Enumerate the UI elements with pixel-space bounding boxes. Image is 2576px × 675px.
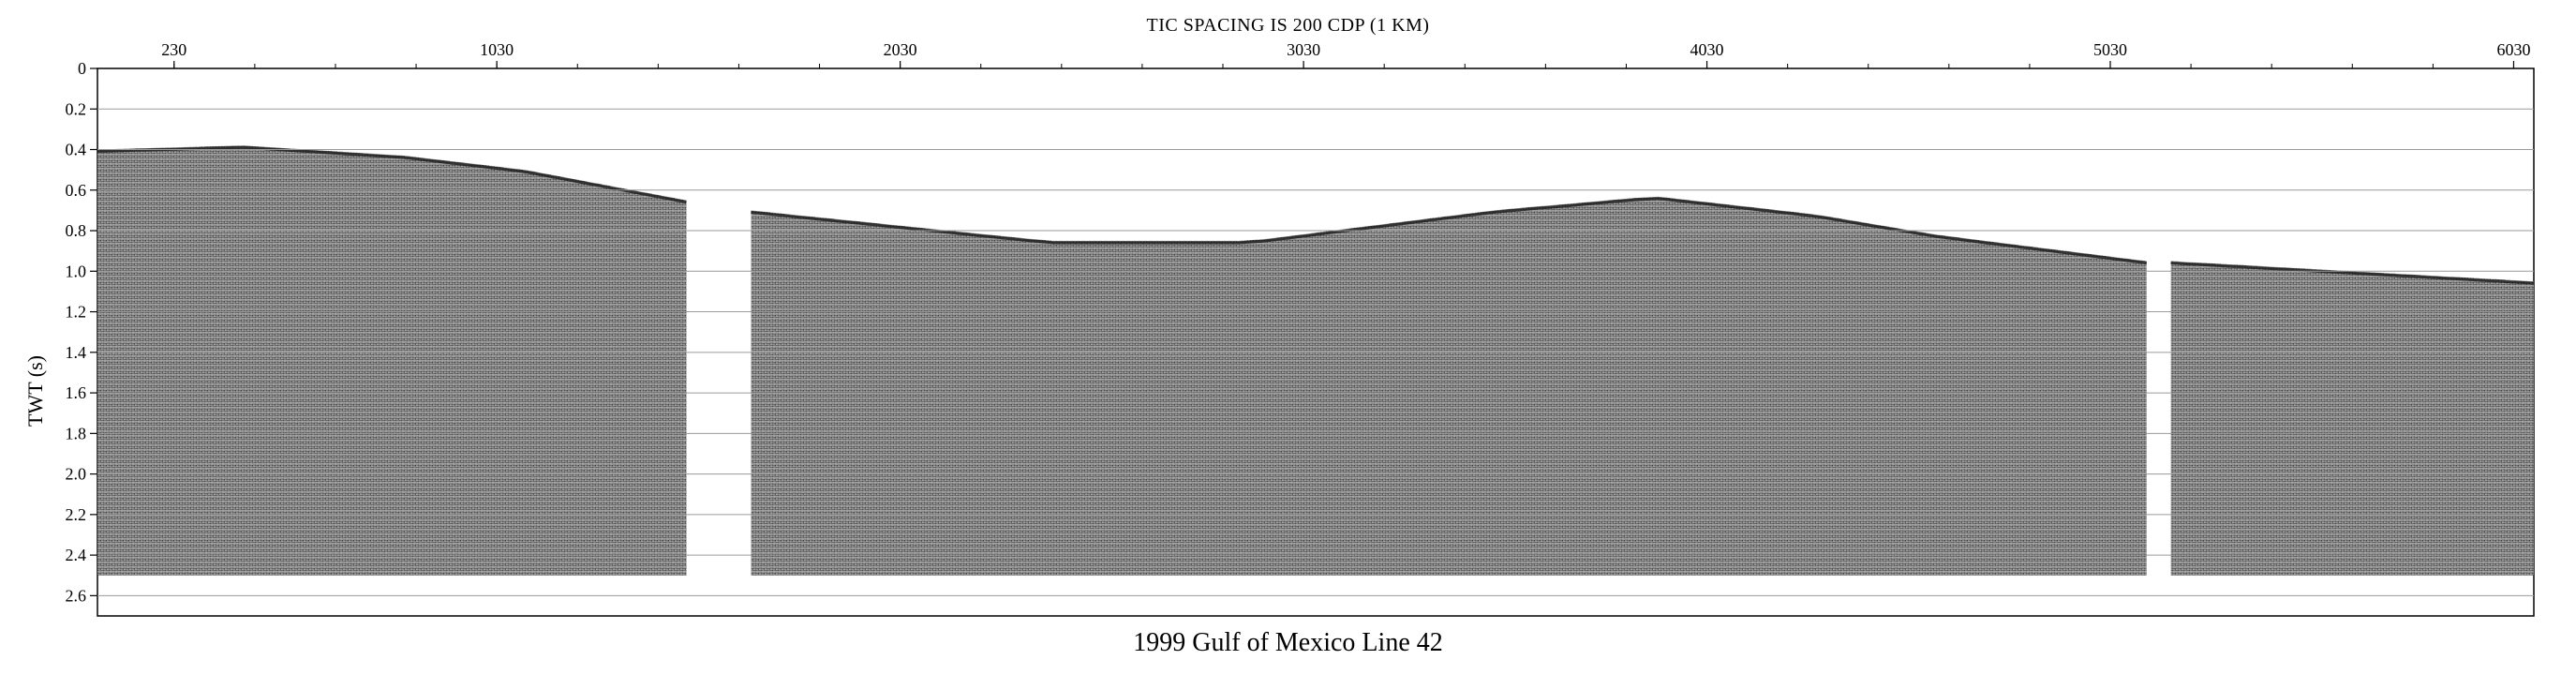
seafloor-reflector-3	[2170, 262, 2535, 285]
y-tick-label: 1.8	[66, 424, 87, 442]
seismic-segment-1	[97, 145, 687, 576]
seismic-segment-3	[2170, 261, 2534, 576]
tic-spacing-title: TIC SPACING IS 200 CDP (1 KM)	[1146, 15, 1430, 36]
seafloor-reflector-2	[751, 197, 2147, 264]
x-tick-label: 3030	[1287, 40, 1320, 59]
x-tick-label: 230	[161, 40, 186, 59]
y-tick-label: 1.0	[66, 262, 87, 280]
x-tick-label: 4030	[1690, 40, 1724, 59]
x-tick-label: 6030	[2496, 40, 2530, 59]
seafloor-reflector-1	[97, 145, 687, 204]
y-tick-label: 0.2	[66, 99, 87, 118]
y-tick-label: 2.0	[66, 465, 87, 484]
y-tick-label: 1.2	[66, 303, 87, 322]
y-tick-label: 2.4	[66, 546, 87, 564]
y-tick-label: 0.8	[66, 221, 87, 240]
y-tick-label: 2.2	[66, 505, 87, 524]
y-tick-label: 0	[78, 59, 86, 78]
seismic-segment-2	[751, 196, 2147, 576]
y-tick-label: 2.6	[66, 586, 87, 605]
x-tick-label: 2030	[884, 40, 917, 59]
y-tick-label: 1.4	[66, 343, 87, 362]
x-tick-label: 5030	[2093, 40, 2127, 59]
x-tick-label: 1030	[480, 40, 514, 59]
y-tick-label: 0.6	[66, 181, 87, 200]
y-tick-label: 0.4	[66, 141, 87, 159]
section-title: 1999 Gulf of Mexico Line 42	[1133, 628, 1443, 657]
y-tick-label: 1.6	[66, 383, 87, 402]
